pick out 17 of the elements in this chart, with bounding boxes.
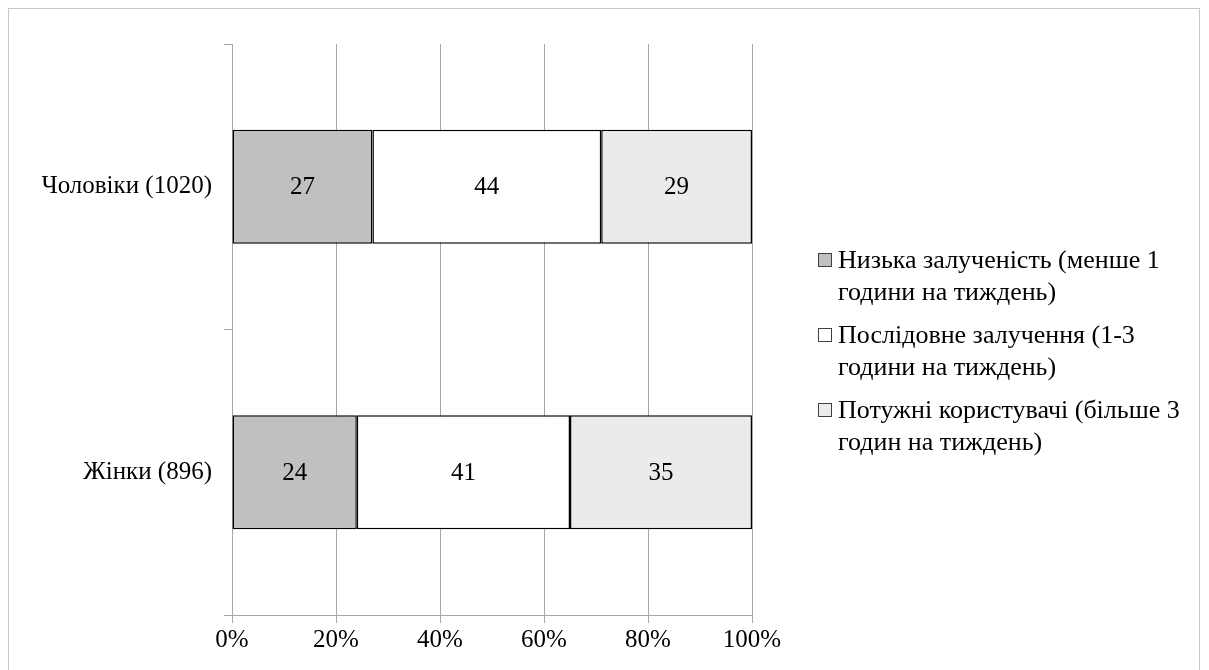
data-label: 44 <box>474 172 500 200</box>
x-tick-label: 80% <box>625 624 671 652</box>
data-label: 29 <box>664 172 690 200</box>
x-tick-label: 0% <box>215 624 249 652</box>
x-tick-label: 40% <box>417 624 463 652</box>
y-tick-label: Чоловіки (1020) <box>41 171 212 200</box>
text: Послідовне залучення (1-3 години на тиждень) <box>838 319 1136 383</box>
x-tick-label: 60% <box>521 624 567 652</box>
x-tick-label: 20% <box>313 624 359 652</box>
data-label: 24 <box>282 457 308 485</box>
y-tick-label: Жінки (896) <box>83 456 212 485</box>
data-label: 27 <box>289 172 315 200</box>
legend-label: Низька залученість (менше 1 години на тиждень) <box>838 244 1161 308</box>
data-label: 35 <box>648 457 674 485</box>
x-tick-label: 100% <box>722 624 782 652</box>
legend-label: Потужні користувачі (більше 3 годин на тиждень) <box>838 394 1181 458</box>
data-label: 41 <box>450 457 476 485</box>
